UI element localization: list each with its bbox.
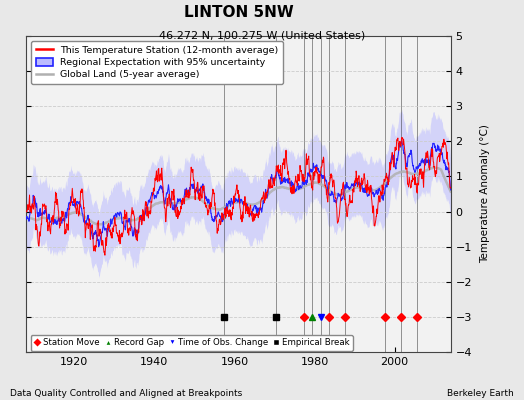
Y-axis label: Temperature Anomaly (°C): Temperature Anomaly (°C): [481, 124, 490, 264]
Text: Berkeley Earth: Berkeley Earth: [447, 389, 514, 398]
Text: Data Quality Controlled and Aligned at Breakpoints: Data Quality Controlled and Aligned at B…: [10, 389, 243, 398]
Title: LINTON 5NW: LINTON 5NW: [183, 4, 293, 20]
Legend: Station Move, Record Gap, Time of Obs. Change, Empirical Break: Station Move, Record Gap, Time of Obs. C…: [30, 335, 353, 351]
Text: 46.272 N, 100.275 W (United States): 46.272 N, 100.275 W (United States): [159, 30, 365, 40]
